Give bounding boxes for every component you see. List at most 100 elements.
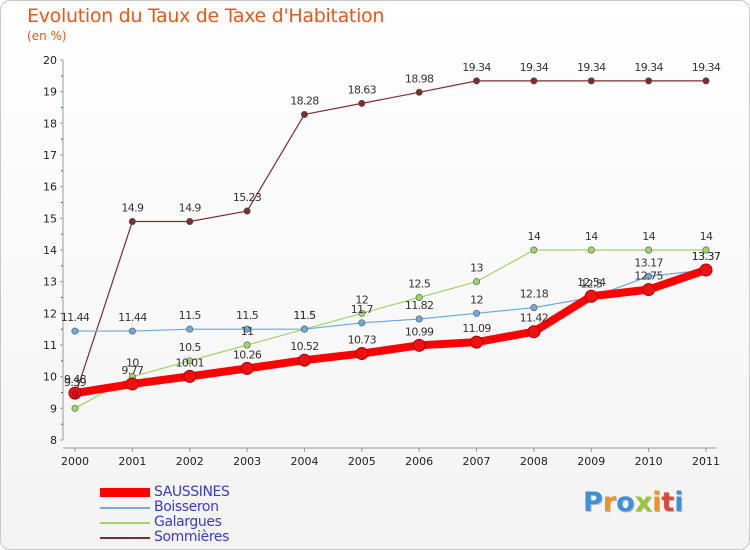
data-point — [128, 218, 136, 226]
data-point — [645, 272, 653, 280]
legend-label: SAUSSINES — [154, 484, 230, 500]
x-tick-label: 2010 — [635, 455, 663, 468]
x-tick-label: 2007 — [463, 455, 491, 468]
y-tick-label: 13 — [43, 276, 57, 289]
chart-unit: (en %) — [27, 29, 67, 43]
data-label: 11.82 — [405, 299, 434, 312]
x-tick-label: 2000 — [61, 455, 89, 468]
data-label: 14 — [700, 230, 713, 243]
data-label: 15.23 — [233, 191, 262, 204]
data-label: 19.34 — [520, 61, 549, 74]
y-tick-label: 19 — [43, 86, 57, 99]
data-point — [125, 377, 139, 391]
x-tick-label: 2002 — [176, 455, 204, 468]
data-label: 13.37 — [692, 250, 721, 263]
data-point — [243, 341, 251, 349]
data-point — [355, 347, 369, 361]
data-point — [473, 77, 481, 85]
data-label: 14 — [528, 230, 541, 243]
data-point — [645, 77, 653, 85]
y-tick-label: 18 — [43, 117, 57, 130]
y-tick-label: 12 — [43, 307, 57, 320]
data-point — [473, 278, 481, 286]
legend-item: SAUSSINES — [100, 484, 300, 501]
data-point — [186, 325, 194, 333]
data-label: 11.5 — [236, 309, 259, 322]
data-point — [186, 218, 194, 226]
y-tick-label: 14 — [43, 244, 57, 257]
data-label: 10.99 — [405, 325, 434, 338]
data-point — [297, 353, 311, 367]
y-tick-label: 9 — [50, 402, 57, 415]
data-label: 10.73 — [348, 334, 377, 347]
data-point — [68, 386, 82, 400]
series-line-galargues — [74, 249, 707, 409]
legend-item: Sommières — [100, 529, 300, 546]
data-label: 14 — [585, 230, 598, 243]
y-tick-label: 20 — [43, 54, 57, 67]
data-label: 14 — [642, 230, 655, 243]
data-label: 11.44 — [61, 311, 90, 324]
data-point — [358, 99, 366, 107]
data-point — [415, 88, 423, 96]
data-label: 11.42 — [520, 312, 549, 325]
data-point — [642, 283, 656, 297]
y-tick-label: 10 — [43, 371, 57, 384]
x-tick-label: 2009 — [577, 455, 605, 468]
data-point — [243, 325, 251, 333]
legend-swatch — [100, 522, 150, 524]
data-label: 12.75 — [634, 270, 663, 283]
legend-item: Galargues — [100, 514, 300, 531]
legend-label: Sommières — [154, 529, 229, 545]
data-label: 11.5 — [179, 309, 202, 322]
x-tick-label: 2008 — [520, 455, 548, 468]
data-point — [587, 246, 595, 254]
data-point — [300, 325, 308, 333]
data-point — [128, 327, 136, 335]
data-label: 13.17 — [634, 256, 663, 269]
data-label: 19.34 — [462, 61, 491, 74]
data-label: 10.26 — [233, 348, 262, 361]
data-label: 18.98 — [405, 72, 434, 85]
data-point — [645, 246, 653, 254]
data-label: 12 — [470, 293, 483, 306]
legend-swatch — [100, 507, 150, 509]
x-tick-label: 2004 — [290, 455, 318, 468]
legend-swatch — [100, 488, 150, 497]
chart-title: Evolution du Taux de Taxe d'Habitation — [27, 5, 385, 27]
data-label: 19.34 — [634, 61, 663, 74]
data-label: 11 — [241, 325, 254, 338]
data-point — [358, 319, 366, 327]
data-point — [71, 327, 79, 335]
data-label: 19.34 — [692, 61, 721, 74]
legend-label: Galargues — [154, 514, 222, 530]
data-point — [243, 207, 251, 215]
data-label: 13 — [470, 262, 483, 275]
data-point — [470, 335, 484, 349]
y-tick-label: 16 — [43, 181, 57, 194]
x-tick-label: 2011 — [692, 455, 720, 468]
y-tick-label: 17 — [43, 149, 57, 162]
logo-letter: P — [583, 487, 603, 518]
series-line-saussines — [71, 265, 710, 398]
logo-letter: x — [634, 487, 653, 518]
data-label: 9 — [72, 388, 79, 401]
x-tick-label: 2006 — [405, 455, 433, 468]
data-point — [358, 309, 366, 317]
data-label: 10.52 — [290, 340, 319, 353]
data-label: 18.63 — [348, 83, 377, 96]
data-label: 9.39 — [64, 376, 87, 389]
y-tick-label: 15 — [43, 212, 57, 225]
data-label: 12 — [355, 293, 368, 306]
data-label: 18.28 — [290, 94, 319, 107]
data-label: 14.9 — [121, 202, 144, 215]
data-label: 11.09 — [462, 322, 491, 335]
data-label: 14.9 — [179, 202, 202, 215]
data-point — [584, 289, 598, 303]
data-label: 12.5 — [580, 278, 603, 291]
data-point — [587, 77, 595, 85]
logo-letter: t — [661, 487, 675, 518]
y-tick-label: 8 — [50, 434, 57, 447]
logo-letter: i — [652, 487, 662, 518]
